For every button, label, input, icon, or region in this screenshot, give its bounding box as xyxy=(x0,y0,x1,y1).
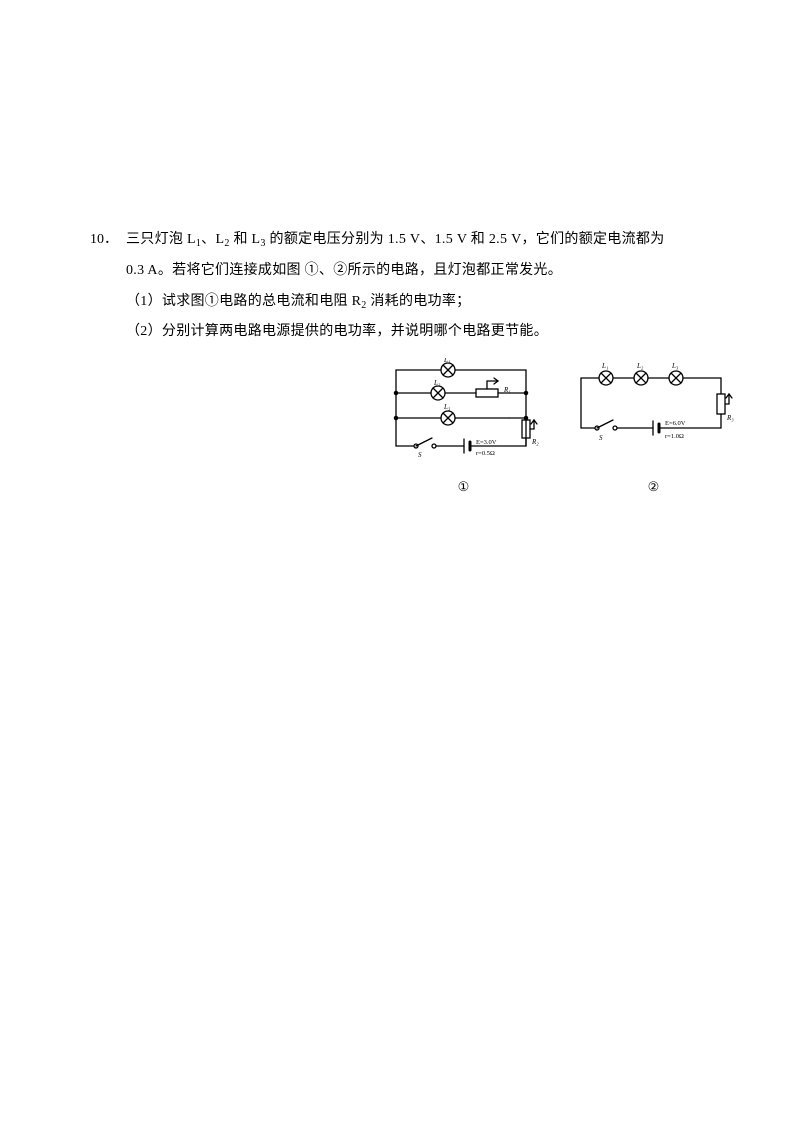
text: 三只灯泡 L xyxy=(126,232,196,247)
text: （1）试求图①电路的总电流和电阻 R xyxy=(126,294,361,309)
problem-line-2: 0.3 A。若将它们连接成如图 ①、②所示的电路，且灯泡都正常发光。 xyxy=(126,256,736,287)
figure-1: L₁ L₂ L₃ R₁ R₂ S E=3.0V r=0.5Ω ① xyxy=(386,358,541,501)
text: 、L xyxy=(201,232,224,247)
question-2: （2）分别计算两电路电源提供的电功率，并说明哪个电路更节能。 xyxy=(126,317,736,348)
problem-number: 10． xyxy=(90,225,126,502)
text: 消耗的电功率； xyxy=(367,294,471,309)
label-r: r=1.0Ω xyxy=(665,433,684,440)
label-r: r=0.5Ω xyxy=(476,450,495,457)
label-e: E=6.0V xyxy=(665,420,686,427)
label-l3: L₃ xyxy=(443,403,451,411)
label-e: E=3.0V xyxy=(476,439,497,446)
problem-line-1: 三只灯泡 L1、L2 和 L3 的额定电压分别为 1.5 V、1.5 V 和 2… xyxy=(126,225,736,256)
label-s: S xyxy=(418,451,422,458)
label-l2: L₂ xyxy=(433,379,441,387)
circuit-1-svg: L₁ L₂ L₃ R₁ R₂ S E=3.0V r=0.5Ω xyxy=(386,358,541,458)
label-r1: R₁ xyxy=(503,386,511,394)
page: 10． 三只灯泡 L1、L2 和 L3 的额定电压分别为 1.5 V、1.5 V… xyxy=(0,0,800,502)
subscript: 3 xyxy=(260,238,265,249)
question-1: （1）试求图①电路的总电流和电阻 R2 消耗的电功率； xyxy=(126,287,736,318)
problem-10: 10． 三只灯泡 L1、L2 和 L3 的额定电压分别为 1.5 V、1.5 V… xyxy=(90,225,710,502)
label-r2: R₂ xyxy=(531,438,539,446)
subscript: 1 xyxy=(196,238,201,249)
circuit-figures: L₁ L₂ L₃ R₁ R₂ S E=3.0V r=0.5Ω ① xyxy=(386,358,736,501)
figure-2-caption: ② xyxy=(571,473,736,502)
label-s: S xyxy=(599,434,603,442)
label-r3: R₃ xyxy=(726,414,734,422)
text: 和 L xyxy=(230,232,261,247)
figure-2: L₁ L₂ L₃ R₃ S E=6.0V r=1.0Ω ② xyxy=(571,358,736,501)
subscript: 2 xyxy=(361,300,366,311)
problem-body: 三只灯泡 L1、L2 和 L3 的额定电压分别为 1.5 V、1.5 V 和 2… xyxy=(126,225,736,502)
label-l1: L₁ xyxy=(443,358,450,364)
subscript: 2 xyxy=(224,238,229,249)
figure-1-caption: ① xyxy=(386,473,541,502)
label-l2: L₂ xyxy=(636,362,644,370)
label-l3: L₃ xyxy=(671,362,679,370)
text: 的额定电压分别为 1.5 V、1.5 V 和 2.5 V，它们的额定电流都为 xyxy=(266,232,665,247)
label-l1: L₁ xyxy=(601,362,608,370)
circuit-2-svg: L₁ L₂ L₃ R₃ S E=6.0V r=1.0Ω xyxy=(571,358,736,458)
